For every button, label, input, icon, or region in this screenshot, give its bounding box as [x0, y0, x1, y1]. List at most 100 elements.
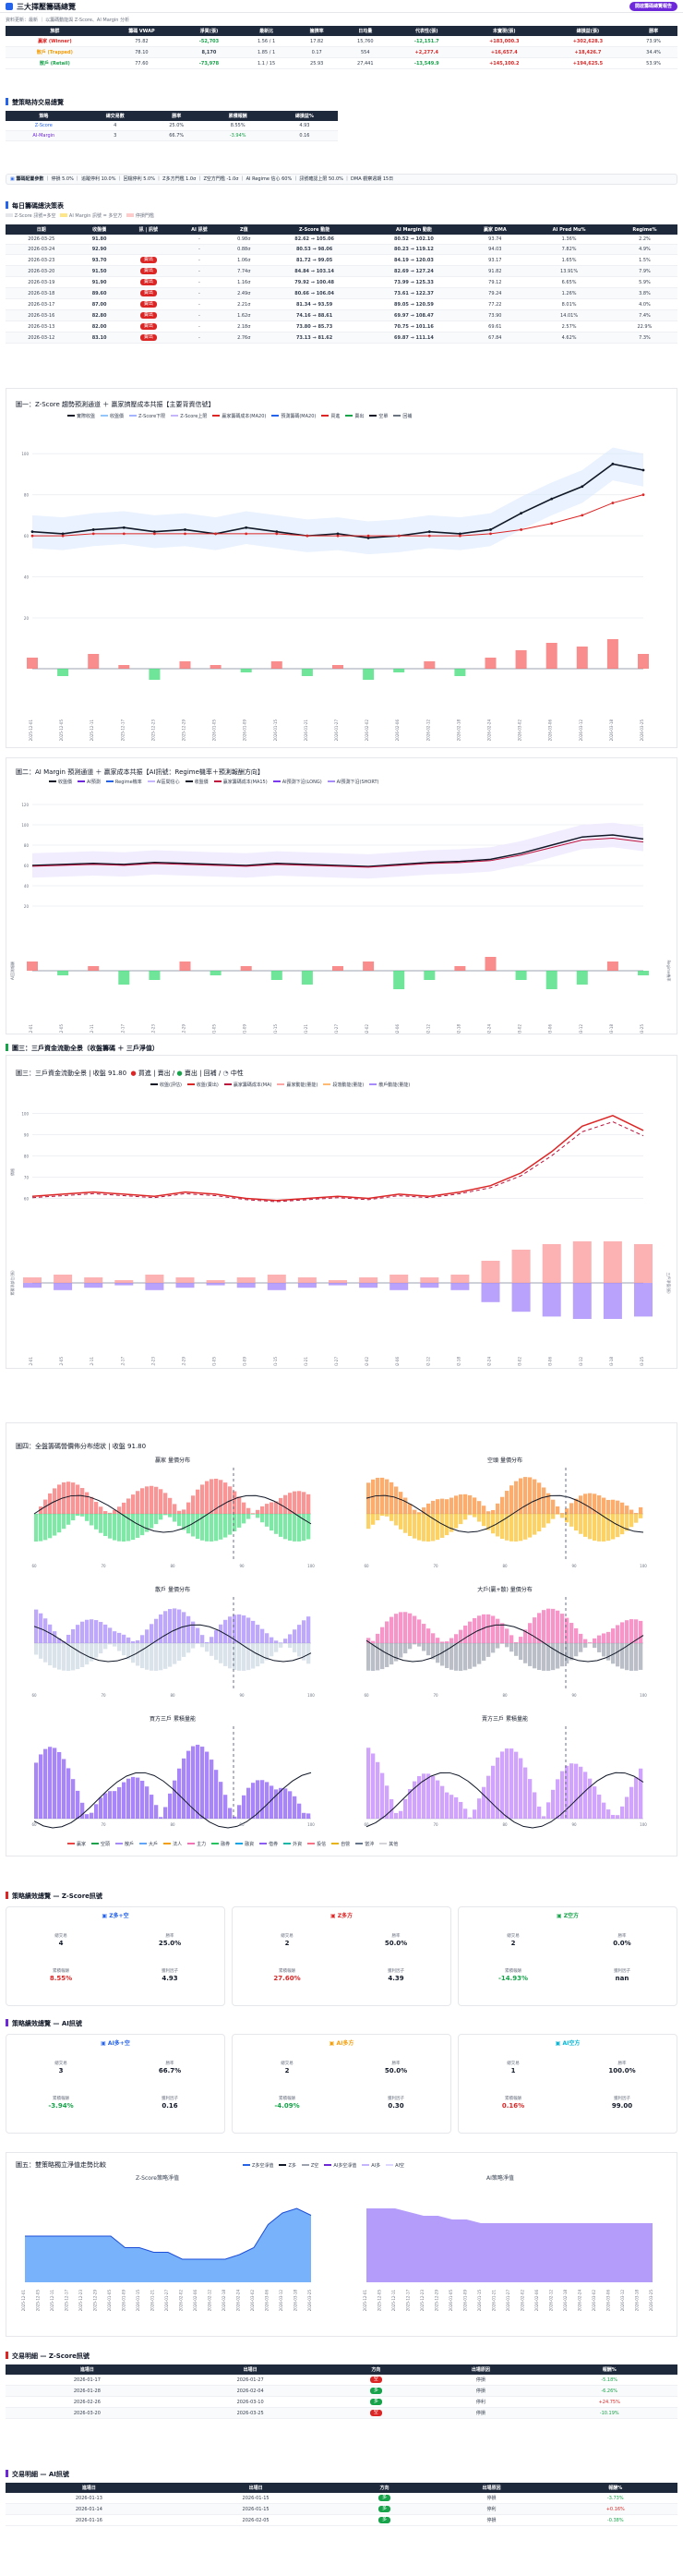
table-row[interactable]: 2026-03-23 93.70 賣出 -1.06σ 81.72 → 99.05 84.1…	[6, 254, 677, 266]
perf-card-name: Z多方	[337, 1913, 353, 1919]
return-bar	[638, 971, 649, 975]
x-tick: 2026-02-24	[578, 2290, 582, 2312]
table-row[interactable]: 散戶 (Retail) 77.60 -73,978 1.1 / 15 25.93 27,4…	[6, 57, 677, 69]
oscillator-bar	[485, 658, 497, 669]
table-cell: 74.16 → 88.61	[264, 309, 365, 321]
table-cell: 賣出	[121, 265, 175, 277]
table-row[interactable]: 2026-03-16 82.80 賣出 -1.62σ 74.16 → 88.61 69.9…	[6, 309, 677, 321]
table-row[interactable]: Z-Score 4 25.0% 8.55% 4.93	[6, 121, 338, 131]
x-tick: 2026-01-21	[304, 720, 308, 742]
table-row[interactable]: 2026-03-12 83.10 賣出 -2.76σ 73.13 → 81.62 69.8…	[6, 332, 677, 344]
param-item: ｜ 訊號確認上限 50.0%	[292, 176, 343, 182]
x-tick: 2026-03-06	[606, 2290, 611, 2312]
volume-bar-down	[80, 1643, 85, 1667]
volume-bar-up	[177, 1510, 182, 1514]
table-row[interactable]: 散戶 (Trapped) 78.10 8,170 1.85 / 1 0.17 554 +2,…	[6, 46, 677, 58]
table-row[interactable]: 2026-03-20 91.50 賣出 -7.74σ 84.84 → 103.14 82.…	[6, 265, 677, 277]
volume-bar-up	[265, 1633, 270, 1643]
perf-metric-value: 25.0%	[158, 1940, 182, 1947]
table-row[interactable]: 2026-03-18 89.60 賣出 -2.49σ 80.66 → 106.04 73.…	[6, 287, 677, 299]
winner-flow-bar	[114, 1280, 134, 1283]
table-row[interactable]: 2026-01-14 2026-01-15 多 停利 +0.16%	[6, 2503, 677, 2515]
return-bar	[57, 971, 69, 975]
perf-card-icon: ▣	[101, 2040, 108, 2047]
x-tick: 2026-03-18	[609, 1024, 614, 1034]
legend-swatch	[187, 1843, 196, 1844]
legend-swatch	[67, 415, 75, 417]
table-row[interactable]: 2026-01-16 2026-02-05 多 停損 -0.38%	[6, 2514, 677, 2526]
table-row[interactable]: 贏家 (Winner) 75.82 -52,703 1.56 / 1 17.82 15,7…	[6, 36, 677, 47]
volume-bar-up	[537, 1482, 542, 1514]
volume-bar-down	[528, 1514, 533, 1538]
table-row[interactable]: 2026-03-20 2026-03-25 空 停損 -10.19%	[6, 2407, 677, 2419]
x-tick: 2025-12-11	[90, 720, 94, 742]
volume-bar-up	[403, 1612, 408, 1643]
volume-bar-down	[288, 1514, 293, 1542]
x-tick: 80	[502, 1822, 508, 1827]
volume-bar-up	[251, 1620, 256, 1643]
data-point	[122, 526, 126, 529]
table-cell: +145,100.2	[461, 57, 546, 69]
open-report-button[interactable]: 開啟籌碼總覽報告	[629, 2, 677, 11]
volume-bar-down	[449, 1514, 454, 1532]
table-cell: 554	[340, 46, 391, 58]
volume-bar-down	[399, 1643, 403, 1658]
volume-bar-down	[251, 1643, 256, 1669]
legend-swatch	[78, 780, 86, 782]
legend-swatch	[272, 780, 281, 782]
col-header: 出場日	[168, 2364, 332, 2375]
x-tick: 60	[31, 1693, 37, 1698]
table-row[interactable]: 2026-03-17 87.00 賣出 -2.21σ 81.34 → 93.59 89.0…	[6, 298, 677, 310]
volume-bar-up	[237, 1496, 242, 1514]
data-point	[184, 528, 186, 531]
table-row[interactable]: 2026-03-13 82.00 賣出 -2.18σ 73.80 → 85.73 70.7…	[6, 320, 677, 333]
volume-bar-up	[574, 1627, 579, 1643]
volume-bar-up	[145, 1486, 150, 1514]
volume-bar-down	[306, 1514, 311, 1540]
legend-label: 贏家籌碼成本(MA20)	[222, 414, 267, 419]
volume-bar-down	[606, 1643, 611, 1661]
trades-z-table: 進場日 出場日 方向 出場原因 報酬% 2026-01-17 2026-01-27 空停損 -…	[6, 2364, 677, 2419]
data-point	[275, 532, 279, 536]
volume-bar-up	[431, 1775, 436, 1819]
table-cell: 8,170	[179, 46, 239, 58]
table-row[interactable]: 2026-03-25 91.80 -0.98σ 82.62 → 105.06 80.52…	[6, 235, 677, 245]
data-point	[91, 532, 95, 536]
volume-bar-up	[122, 1502, 126, 1514]
volume-bar-up	[546, 1608, 551, 1643]
return-bar	[88, 966, 100, 971]
volume-bar-up	[205, 1481, 210, 1514]
table-row[interactable]: AI-Margin 3 66.7% -3.94% 0.16	[6, 130, 338, 141]
table-cell: AI-Margin	[6, 130, 82, 141]
volume-bar-down	[639, 1514, 643, 1518]
volume-bar-down	[417, 1643, 422, 1647]
volume-bar-down	[154, 1514, 159, 1525]
perf-card: ▣ Z多+空 總交易 4 勝率 25.0% 累積報酬 8.55% 獲利因子 4.93	[6, 1906, 225, 2006]
table-cell: 84.19 → 120.03	[364, 254, 464, 266]
table-row[interactable]: 2026-03-19 91.90 賣出 -1.16σ 79.92 → 100.48 73.…	[6, 276, 677, 288]
legend-label: 投信	[317, 1842, 327, 1847]
table-row[interactable]: 2026-01-13 2026-01-15 多 停損 -3.73%	[6, 2493, 677, 2504]
volume-bar-down	[210, 1514, 214, 1542]
x-tick: 2026-03-12	[279, 2290, 283, 2312]
sell-cover-marker-icon: ●	[176, 1070, 183, 1077]
table-row[interactable]: 2026-02-26 2026-03-10 多 停利 +24.75%	[6, 2396, 677, 2408]
table-row[interactable]: 2026-03-24 92.90 -0.88σ 80.53 → 98.06 80.23 …	[6, 244, 677, 255]
volume-bar-up	[228, 1616, 233, 1643]
panel-title: 買方三戶 累積量能	[150, 1715, 196, 1723]
chart1-frame: 圖一：Z-Score 趨勢預測通道 ＋ 贏家擠壓成本共振【主要背資信號】 實際收…	[6, 388, 677, 748]
volume-bar-down	[468, 1643, 473, 1669]
table-row[interactable]: 2026-01-17 2026-01-27 空 停損 -5.18%	[6, 2375, 677, 2386]
volume-bar-up	[113, 1791, 117, 1819]
volume-bar-up	[431, 1500, 436, 1514]
perf-card-icon: ▣	[102, 1913, 110, 1919]
volume-bar-down	[90, 1514, 94, 1526]
perf-metric-value: 3	[58, 2067, 64, 2074]
retail-flow-bar	[481, 1283, 500, 1302]
table-row[interactable]: 2026-01-28 2026-02-04 多 停損 -6.26%	[6, 2385, 677, 2397]
volume-bar-up	[533, 1792, 537, 1819]
flow-line	[365, 1494, 644, 1533]
volume-bar-down	[117, 1514, 122, 1542]
volume-bar-up	[496, 1503, 500, 1514]
x-tick: 100	[640, 1693, 647, 1698]
